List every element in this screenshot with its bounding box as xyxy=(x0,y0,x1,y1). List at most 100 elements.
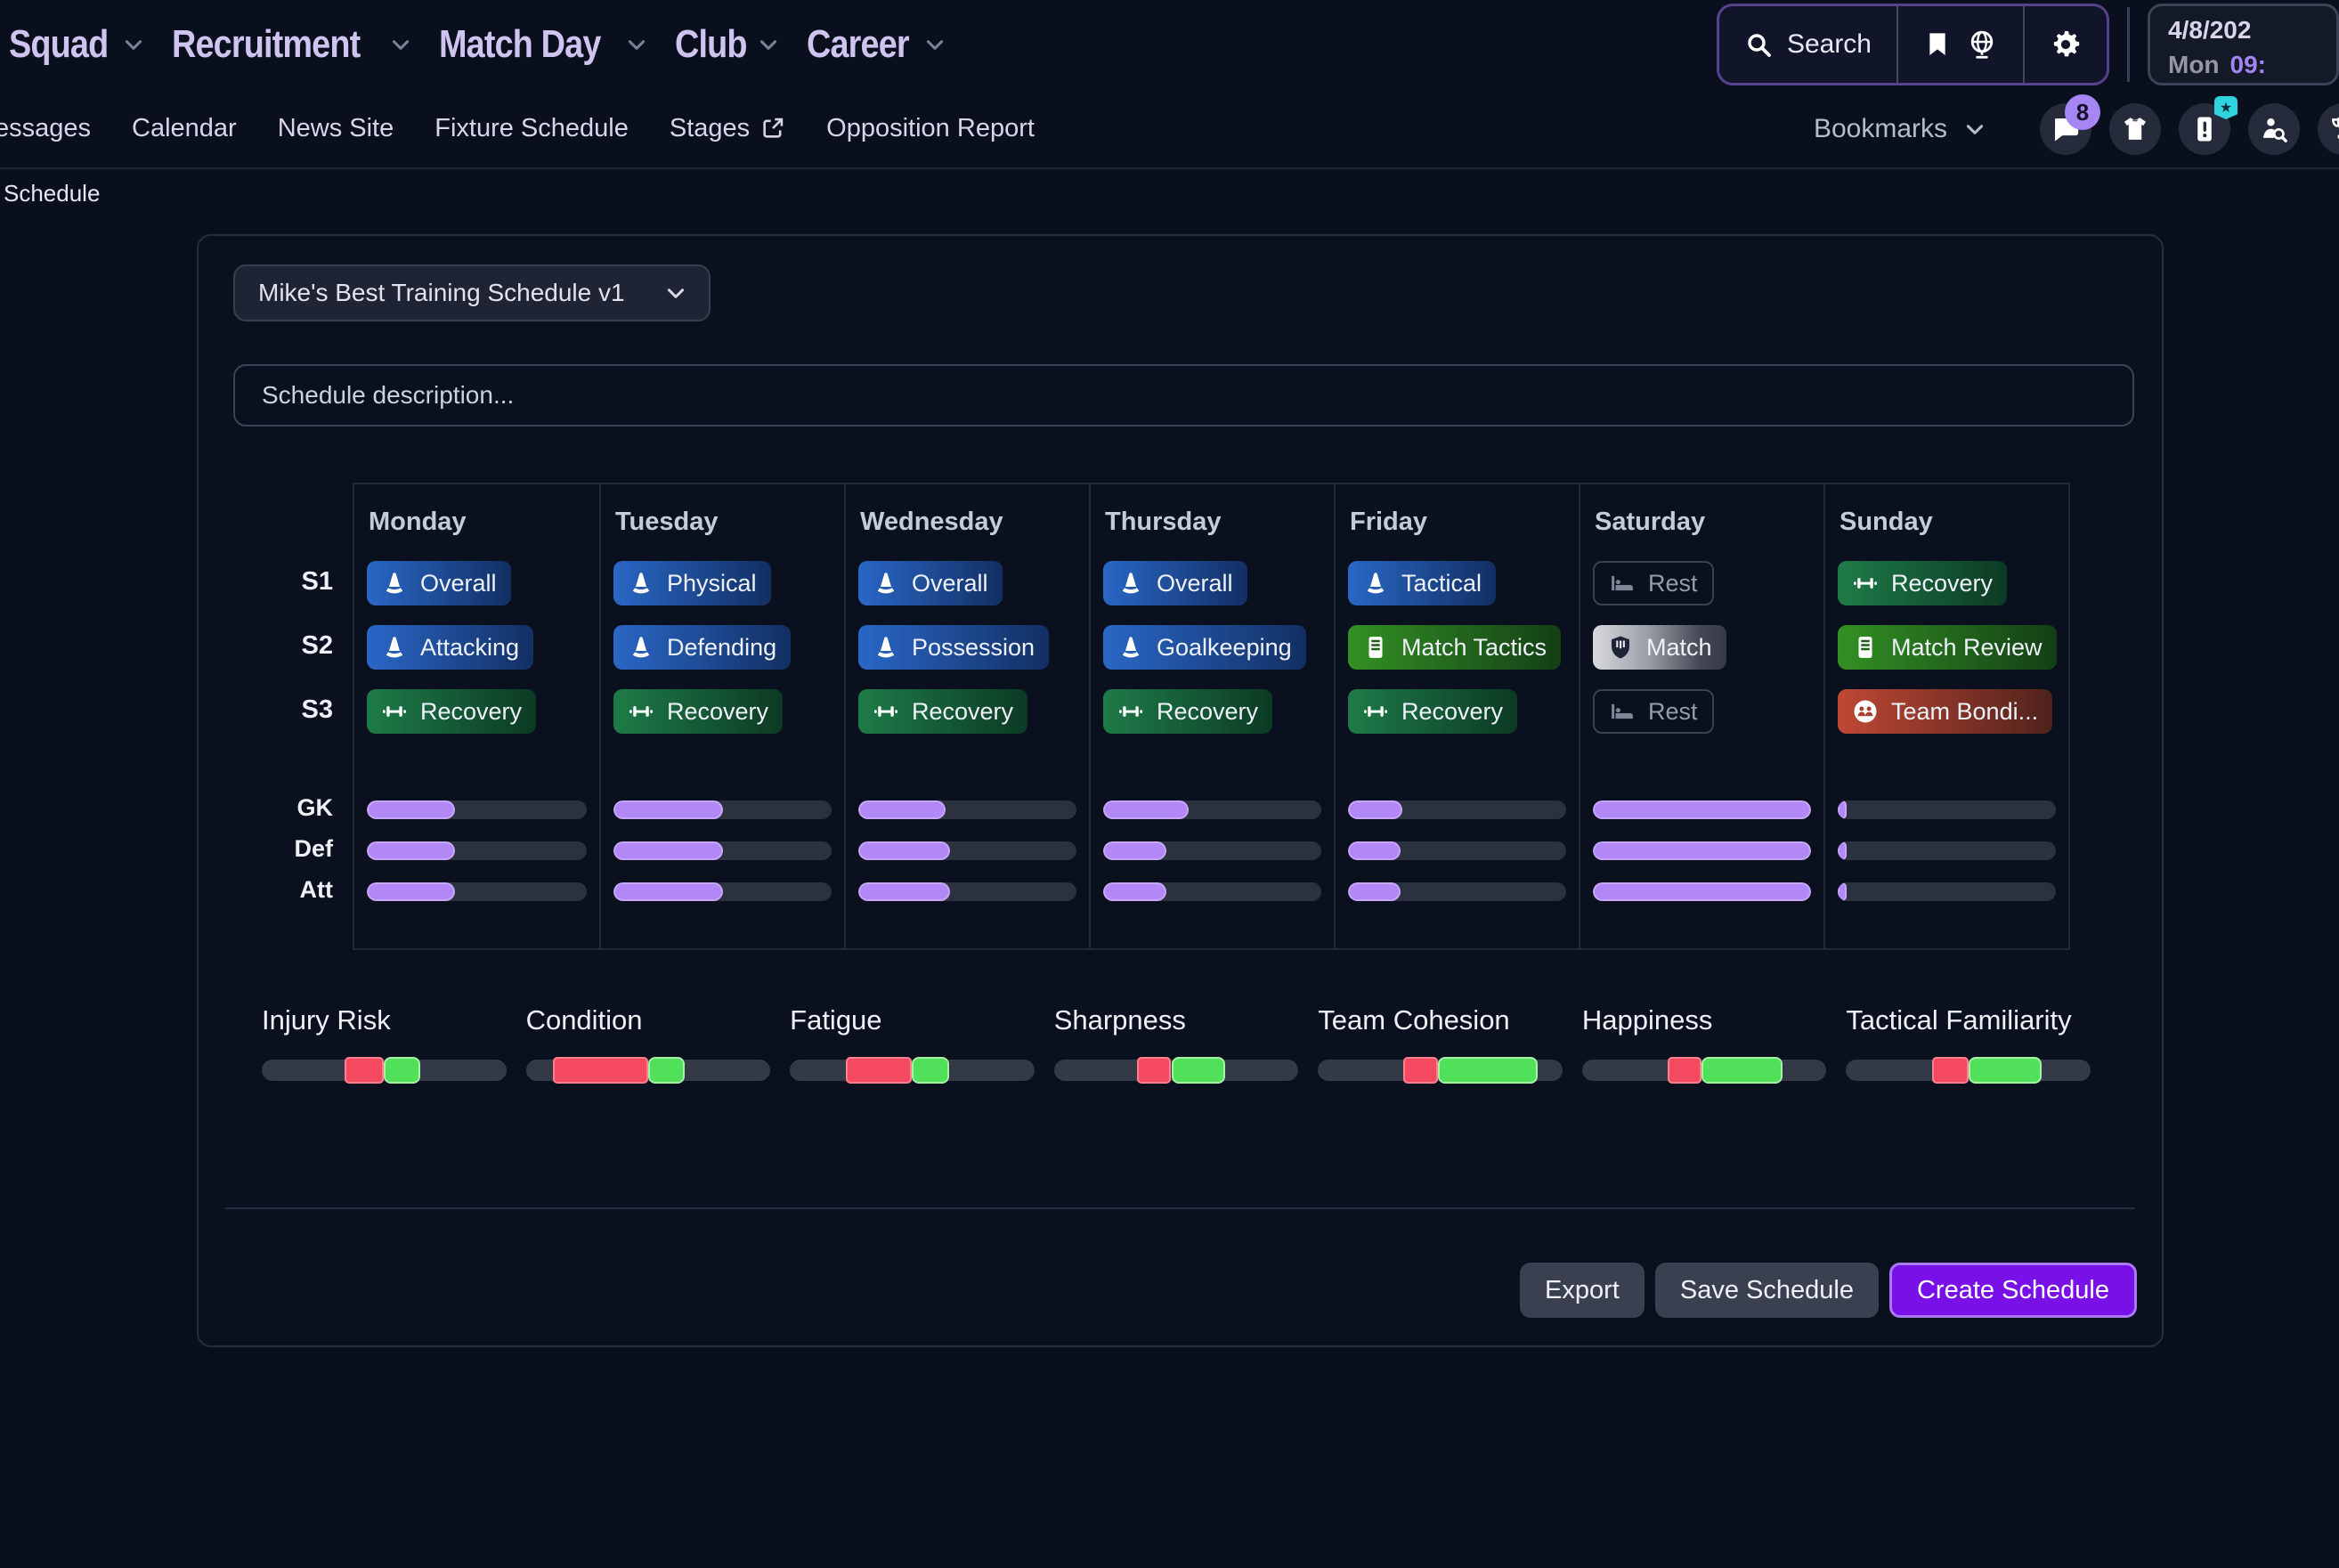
day-column-friday: Friday Tactical Match Tactics Recovery xyxy=(1334,484,1579,948)
globe-icon[interactable] xyxy=(1966,28,1998,61)
metric-delta-negative xyxy=(846,1057,913,1084)
toolbar-settings xyxy=(2023,6,2107,83)
subnav-item-messages[interactable]: essages xyxy=(0,114,91,143)
schedule-name-dropdown[interactable]: Mike's Best Training Schedule v1 xyxy=(233,264,711,321)
shirt-button[interactable] xyxy=(2109,103,2161,155)
intensity-bar-fill xyxy=(367,841,455,860)
session-match[interactable]: Match xyxy=(1593,625,1726,670)
metric-track xyxy=(1318,1057,1563,1084)
session-overall[interactable]: Overall xyxy=(858,561,1003,605)
intensity-bar-track xyxy=(1838,841,2056,860)
intensity-row-label: Att xyxy=(299,876,333,903)
metric-happiness: Happiness xyxy=(1581,1004,1827,1084)
cone-icon xyxy=(873,634,899,661)
session-recovery[interactable]: Recovery xyxy=(1348,689,1518,734)
session-label: Recovery xyxy=(667,697,769,725)
session-row-label: S1 xyxy=(301,567,333,596)
session-tactical[interactable]: Tactical xyxy=(1348,561,1497,605)
bookmarks-dropdown[interactable]: Bookmarks xyxy=(1814,114,1986,144)
session-row-label: S2 xyxy=(301,631,333,660)
metric-injury-risk: Injury Risk xyxy=(262,1004,507,1084)
session-match-review[interactable]: Match Review xyxy=(1838,625,2057,670)
intensity-bar-fill xyxy=(1103,841,1167,860)
trophy-icon xyxy=(2328,114,2339,144)
cone-icon xyxy=(1117,570,1144,597)
metric-track xyxy=(1053,1057,1299,1084)
subnav-item-opposition-report[interactable]: Opposition Report xyxy=(826,114,1035,143)
session-physical[interactable]: Physical xyxy=(613,561,771,605)
subnav-item-calendar[interactable]: Calendar xyxy=(132,114,237,143)
session-goalkeeping[interactable]: Goalkeeping xyxy=(1103,625,1306,670)
subnav-item-label: Fixture Schedule xyxy=(435,113,629,142)
people-icon xyxy=(1852,698,1879,725)
search-button[interactable]: Search xyxy=(1719,6,1896,83)
intensity-bar-fill xyxy=(367,800,455,819)
session-recovery[interactable]: Recovery xyxy=(858,689,1028,734)
trophy-button[interactable] xyxy=(2318,103,2339,155)
search-icon xyxy=(1744,30,1773,59)
create-schedule-button[interactable]: Create Schedule xyxy=(1888,1263,2137,1318)
session-possession[interactable]: Possession xyxy=(858,625,1050,670)
session-recovery[interactable]: Recovery xyxy=(367,689,537,734)
intensity-bar-fill xyxy=(858,841,950,860)
intensity-bar-track xyxy=(367,800,587,819)
gear-icon[interactable] xyxy=(2050,28,2082,61)
export-button[interactable]: Export xyxy=(1520,1263,1645,1318)
intensity-bar-fill xyxy=(1348,841,1401,860)
intensity-bar-track xyxy=(367,841,587,860)
intensity-bar-fill xyxy=(1838,882,1847,901)
datetime-box[interactable]: 4/8/202 Mon 09: xyxy=(2148,4,2339,85)
session-overall[interactable]: Overall xyxy=(367,561,511,605)
top-navigation: Squad Recruitment Match Day Club Career Sear… xyxy=(0,0,2339,89)
session-label: Match Tactics xyxy=(1401,633,1547,661)
metric-delta-negative xyxy=(1403,1057,1438,1084)
subnav-item-label: News Site xyxy=(277,113,394,142)
notification-badge: 8 xyxy=(2065,94,2100,130)
external-link-icon xyxy=(760,116,785,141)
schedule-description-input[interactable] xyxy=(233,364,2134,427)
day-header: Thursday xyxy=(1105,508,1222,536)
sub-navigation: essages Calendar News Site Fixture Schedule… xyxy=(0,89,2339,169)
session-recovery[interactable]: Recovery xyxy=(1838,561,2008,605)
scout-search-button[interactable] xyxy=(2248,103,2300,155)
subnav-item-news-site[interactable]: News Site xyxy=(278,114,394,143)
menu-career[interactable]: Career xyxy=(807,22,946,67)
session-attacking[interactable]: Attacking xyxy=(367,625,534,670)
intensity-bar-fill xyxy=(367,882,455,901)
main-menu: Squad Recruitment Match Day Club Career xyxy=(9,22,973,67)
intensity-bar-fill xyxy=(1103,800,1189,819)
metric-label: Condition xyxy=(525,1004,643,1036)
notification-icon-row: 8 ★ xyxy=(2040,94,2339,155)
menu-recruitment[interactable]: Recruitment xyxy=(172,22,412,67)
week-schedule: S1 S2 S3 GK Def Att Monday Overall Attacking Rec… xyxy=(279,483,2070,950)
subnav-item-stages[interactable]: Stages xyxy=(670,114,785,143)
intensity-bar-track xyxy=(1103,800,1321,819)
metric-delta-negative xyxy=(1137,1057,1172,1084)
menu-squad[interactable]: Squad xyxy=(9,22,145,67)
intensity-bar-track xyxy=(1593,800,1811,819)
session-label: Overall xyxy=(912,569,988,597)
session-label: Recovery xyxy=(420,697,523,725)
session-recovery[interactable]: Recovery xyxy=(1103,689,1273,734)
session-match-tactics[interactable]: Match Tactics xyxy=(1348,625,1562,670)
session-label: Tactical xyxy=(1401,569,1482,597)
bookmark-icon[interactable] xyxy=(1923,30,1952,59)
top-toolbar: Search xyxy=(1716,4,2109,85)
session-rest[interactable]: Rest xyxy=(1593,561,1714,605)
session-rest[interactable]: Rest xyxy=(1593,689,1714,734)
chat-button[interactable]: 8 xyxy=(2040,94,2100,155)
report-card-button[interactable]: ★ xyxy=(2179,96,2237,155)
session-team-bondi[interactable]: Team Bondi... xyxy=(1838,689,2053,734)
session-overall[interactable]: Overall xyxy=(1103,561,1247,605)
bed-icon xyxy=(1609,698,1636,725)
day-header: Saturday xyxy=(1595,508,1706,536)
subnav-item-fixture-schedule[interactable]: Fixture Schedule xyxy=(435,114,629,143)
session-defending[interactable]: Defending xyxy=(613,625,792,670)
menu-match-day[interactable]: Match Day xyxy=(439,22,648,67)
session-recovery[interactable]: Recovery xyxy=(613,689,784,734)
menu-club[interactable]: Club xyxy=(675,22,780,67)
metric-label: Fatigue xyxy=(790,1004,882,1036)
save-schedule-button[interactable]: Save Schedule xyxy=(1654,1263,1879,1318)
footer-buttons: Export Save Schedule Create Schedule xyxy=(1520,1263,2137,1318)
topnav-right: Search 4/8/202 Mon 09: xyxy=(1716,0,2339,89)
